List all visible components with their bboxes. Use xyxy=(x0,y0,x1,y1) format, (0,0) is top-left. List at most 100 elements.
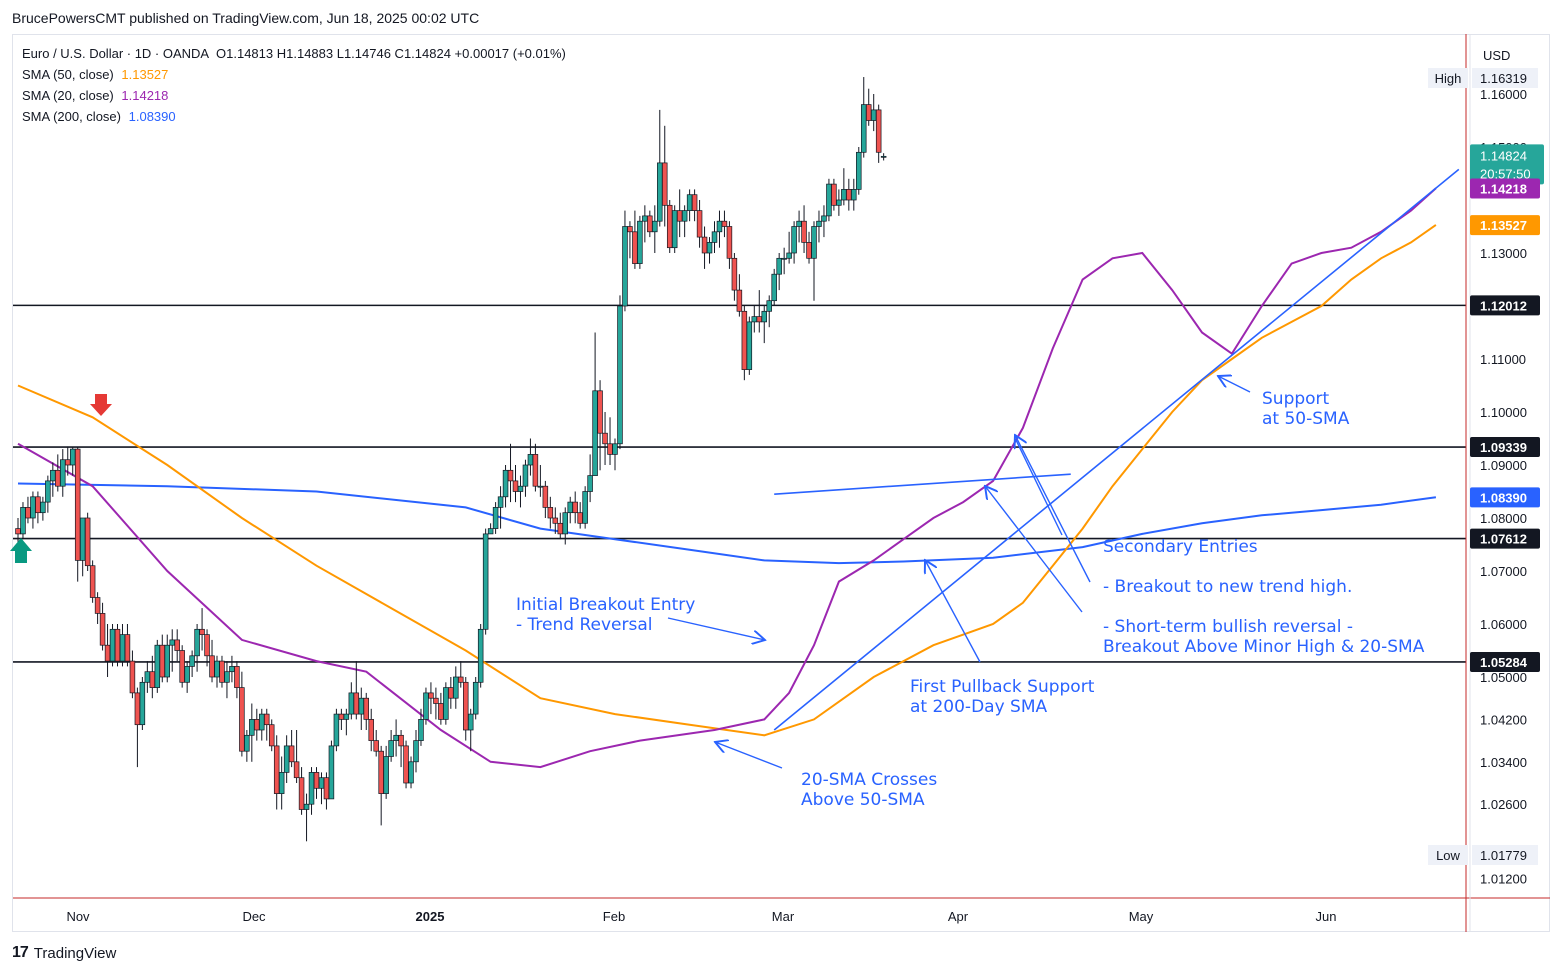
legend-symbol-row: Euro / U.S. Dollar · 1D · OANDA O1.14813… xyxy=(22,43,566,64)
candle-body xyxy=(537,485,544,488)
candle-body xyxy=(224,671,230,683)
candle-body xyxy=(806,242,812,259)
candle xyxy=(597,380,603,471)
legend-sma50-row[interactable]: SMA (50, close) 1.13527 xyxy=(22,64,168,85)
tag-value: 1.08390 xyxy=(1480,490,1527,505)
candle-body xyxy=(463,681,469,731)
candle-body xyxy=(154,644,161,688)
candle xyxy=(706,237,713,264)
candle-body xyxy=(706,242,713,254)
candle-body xyxy=(428,692,434,699)
candle xyxy=(796,210,802,243)
horizontal-levels xyxy=(13,304,1466,663)
candle-body xyxy=(119,634,126,662)
tradingview-brand[interactable]: 17 TradingView xyxy=(12,944,116,962)
candle-body xyxy=(313,772,320,789)
candle-body xyxy=(751,316,758,323)
candle xyxy=(622,210,628,312)
tag-bg xyxy=(1470,651,1540,672)
candle-body xyxy=(69,448,76,466)
candle-body xyxy=(249,719,255,736)
candle-body xyxy=(846,189,852,201)
candle xyxy=(30,491,36,529)
annotation-text: Secondary Entries xyxy=(1103,537,1258,557)
candle-body xyxy=(403,745,409,784)
candle-body xyxy=(234,666,240,688)
candle xyxy=(781,247,787,275)
legend-sma20-row[interactable]: SMA (20, close) 1.14218 xyxy=(22,85,168,106)
candle-body xyxy=(328,745,335,800)
candle-body xyxy=(323,777,330,800)
annotation-line: - Breakout to new trend high. xyxy=(1103,577,1352,597)
candle xyxy=(816,210,822,243)
candle-body xyxy=(617,305,623,445)
candle xyxy=(860,77,867,158)
candle xyxy=(572,491,578,524)
candle-body xyxy=(796,220,802,227)
legend-sma50-label: SMA (50, close) xyxy=(22,67,114,82)
x-tick-label: Dec xyxy=(242,909,266,924)
y-tick-label: 1.05000 xyxy=(1480,670,1527,685)
candle-body xyxy=(661,162,668,206)
candle xyxy=(821,205,827,238)
tag-bg xyxy=(1472,845,1538,865)
candle xyxy=(383,745,389,799)
candle-body xyxy=(547,507,554,519)
candle-body xyxy=(532,454,539,487)
x-tick-label: Mar xyxy=(772,909,795,924)
candle xyxy=(224,661,230,699)
tag-value: 1.09339 xyxy=(1480,440,1527,455)
sell-arrow-icon xyxy=(90,394,112,416)
legend-sma200-row[interactable]: SMA (200, close) 1.08390 xyxy=(22,106,176,127)
candle-body xyxy=(159,644,166,678)
candle xyxy=(512,465,519,503)
candle-body xyxy=(492,507,499,529)
candle xyxy=(542,480,549,518)
candle xyxy=(776,253,782,291)
candle-body xyxy=(856,151,862,190)
candle xyxy=(587,454,593,503)
candle-body xyxy=(786,252,792,259)
tradingview-logo-icon: 17 xyxy=(12,944,29,961)
y-tick-label: 1.07000 xyxy=(1480,564,1527,579)
candle xyxy=(308,767,315,815)
candle-body xyxy=(597,390,603,434)
candle-body xyxy=(60,459,66,487)
legend-sma200-value: 1.08390 xyxy=(128,109,176,124)
x-tick-label: May xyxy=(1129,909,1154,924)
candle-body xyxy=(244,734,250,752)
candle-body xyxy=(477,628,484,683)
annotation-text: Initial Breakout Entry - Trend Reversal xyxy=(516,595,695,635)
candle xyxy=(836,189,842,216)
candle xyxy=(701,226,708,269)
candle-body xyxy=(701,236,708,254)
candle-body xyxy=(109,628,116,662)
annotation-arrow xyxy=(925,560,981,663)
candle-body xyxy=(453,676,459,699)
candle xyxy=(661,125,668,227)
candle-body xyxy=(691,194,698,211)
candle xyxy=(184,661,190,693)
price-tag: 1.12012 xyxy=(1470,295,1540,316)
candle xyxy=(851,178,857,211)
candle xyxy=(831,178,837,211)
candle xyxy=(403,740,409,789)
candle xyxy=(676,189,683,238)
candle xyxy=(124,624,131,667)
candle-body xyxy=(587,475,593,492)
candle-body xyxy=(184,666,190,683)
candle xyxy=(179,645,185,688)
candle-body xyxy=(502,469,509,498)
candle xyxy=(20,502,26,540)
candle-body xyxy=(716,220,723,233)
candle-body xyxy=(746,321,753,370)
legend-sma200-label: SMA (200, close) xyxy=(22,109,121,124)
candle-body xyxy=(79,517,86,561)
candle-body xyxy=(557,522,564,535)
candle-body xyxy=(64,459,71,466)
candle-body xyxy=(219,660,225,683)
y-tick-label: 1.13000 xyxy=(1480,246,1527,261)
candle-body xyxy=(393,734,399,741)
candle-body xyxy=(527,454,534,466)
